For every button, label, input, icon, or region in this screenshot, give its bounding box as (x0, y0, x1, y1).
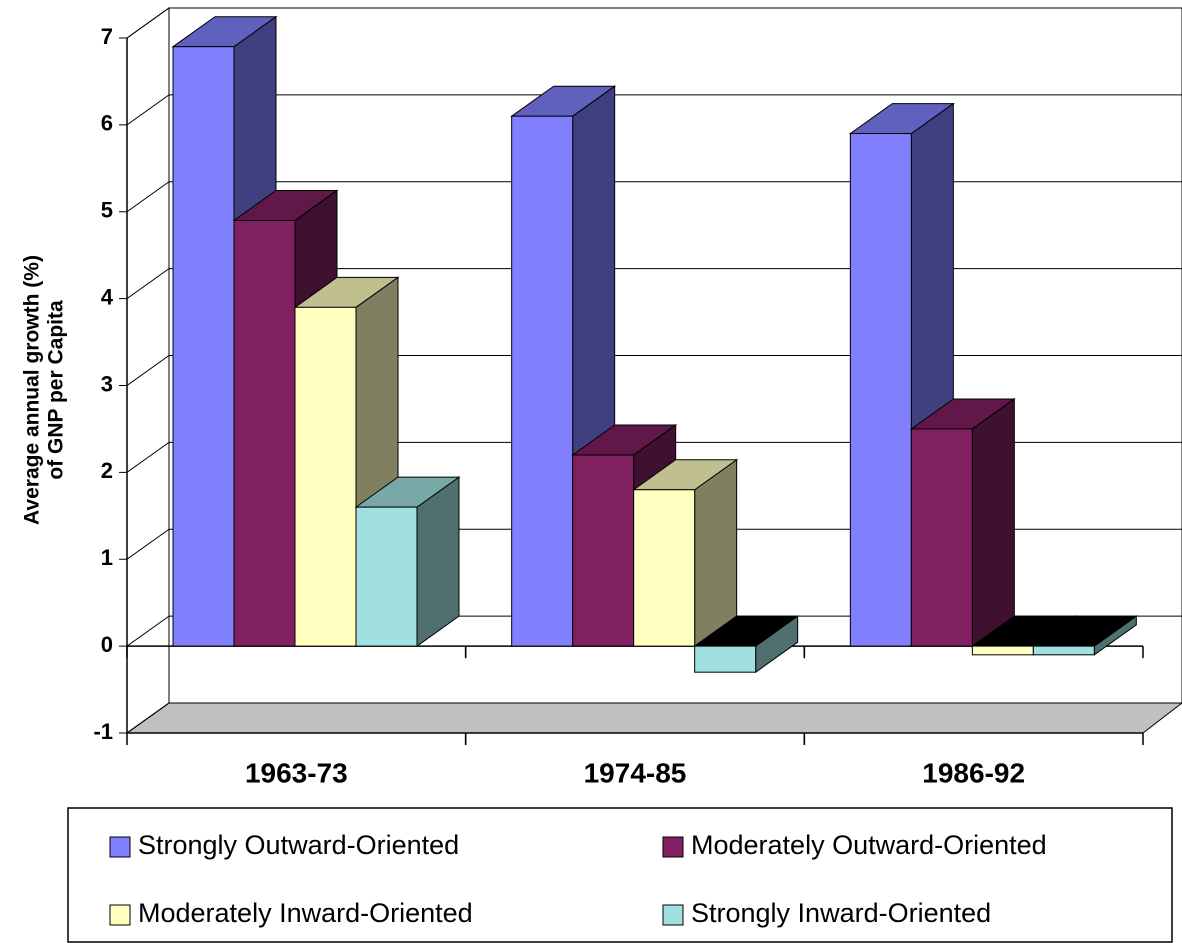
bar-front (1032, 645, 1095, 656)
legend-label: Strongly Inward-Oriented (691, 898, 991, 928)
y-label-line: of GNP per Capita (45, 300, 68, 480)
x-tick-label: 1963-73 (245, 757, 348, 788)
bar-front (971, 645, 1034, 656)
bar-side (971, 397, 1015, 648)
y-tick-label: -1 (93, 719, 113, 744)
grid-line (126, 615, 170, 647)
legend-box (67, 807, 1173, 943)
legend-label: Moderately Outward-Oriented (691, 830, 1047, 860)
bar-front (172, 46, 235, 647)
y-tick-label: 0 (101, 632, 113, 657)
y-tick-label: 6 (101, 111, 113, 136)
bar-front (355, 506, 418, 647)
y-tick-label: 1 (101, 545, 113, 570)
bar (354, 476, 461, 648)
y-tick-label: 5 (101, 198, 113, 223)
bar (1031, 615, 1138, 656)
x-tick-label: 1986-92 (922, 757, 1025, 788)
y-tick-label: 2 (101, 458, 113, 483)
grid-line (126, 7, 170, 39)
grid-line (126, 441, 170, 473)
bar-front (294, 306, 357, 647)
legend-swatch (662, 836, 684, 858)
bar-front (572, 454, 635, 647)
legend-swatch (662, 904, 684, 926)
x-tick-label: 1974-85 (584, 757, 687, 788)
bar (909, 397, 1016, 648)
y-tick-label: 4 (101, 284, 114, 309)
grid-line (126, 355, 170, 386)
y-axis-label: Average annual growth (%) of GNP per Cap… (21, 255, 68, 525)
bar (693, 615, 800, 674)
grid-line (126, 94, 170, 126)
legend-swatch (109, 904, 131, 926)
bar-front (910, 428, 973, 647)
legend-swatch (109, 836, 131, 858)
bar (293, 276, 400, 648)
grid-line (126, 181, 170, 213)
grid-line (126, 702, 170, 734)
legend-label: Moderately Inward-Oriented (138, 898, 473, 928)
y-tick-label: 7 (101, 24, 113, 49)
bar-front (694, 645, 757, 673)
bar-front (511, 115, 574, 647)
bar-front (633, 489, 696, 647)
bar-front (849, 133, 912, 647)
bar-side (694, 458, 738, 648)
grid-line (126, 528, 170, 560)
y-label-line: Average annual growth (%) (21, 255, 44, 525)
y-tick-label: 3 (101, 371, 113, 396)
bar (632, 458, 739, 648)
grid-line (126, 268, 170, 300)
legend-label: Strongly Outward-Oriented (138, 830, 459, 860)
bar-front (233, 219, 296, 647)
floor (125, 702, 1182, 734)
